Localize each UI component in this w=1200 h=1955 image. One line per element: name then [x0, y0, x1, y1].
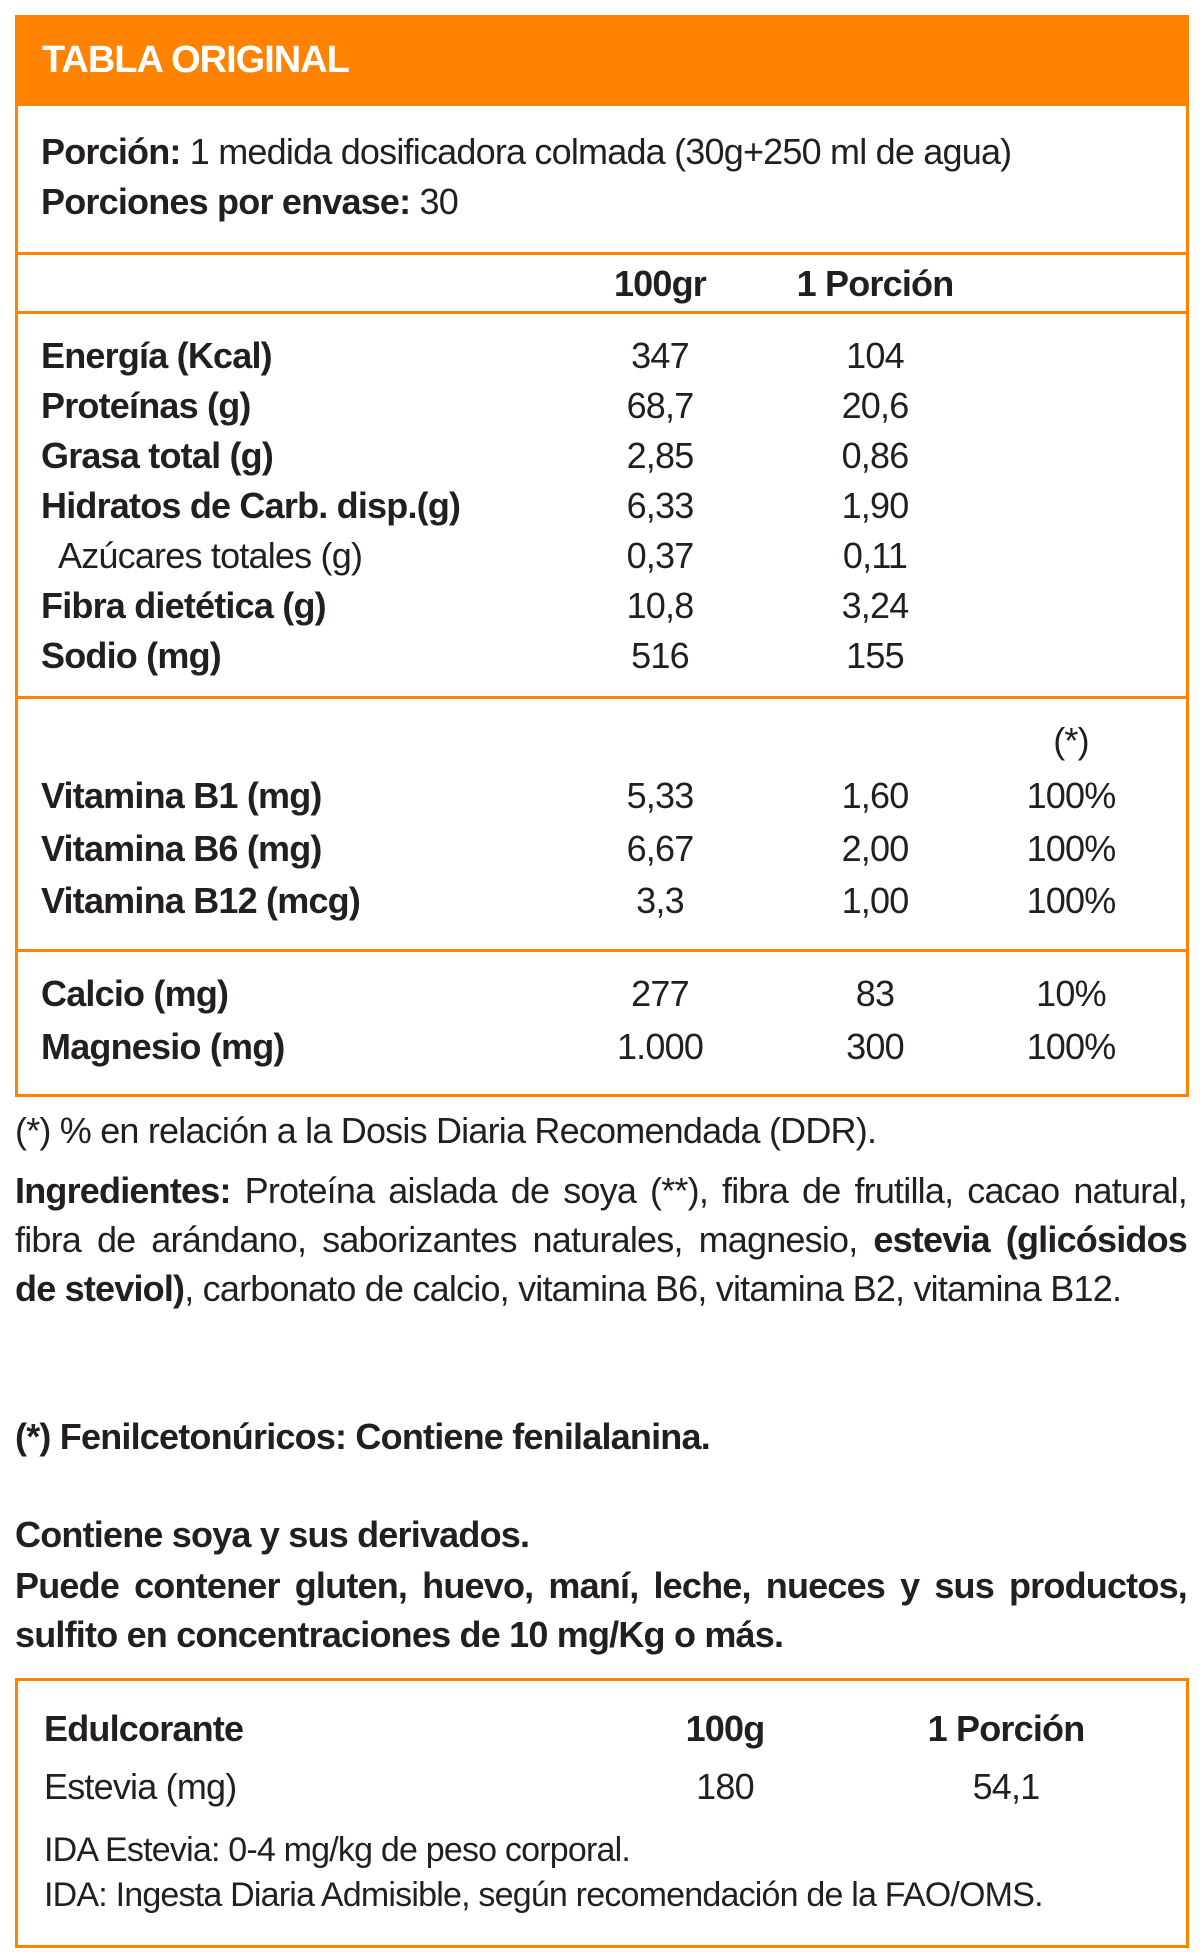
vitamin-portion: 2,00 [841, 827, 910, 869]
ida-definition-note: IDA: Ingesta Diaria Admisible, según rec… [44, 1876, 1044, 1914]
divider [15, 949, 1189, 952]
phenylketonuric-warning: (*) Fenilcetonúricos: Contiene fenilalan… [15, 1416, 711, 1457]
nutrient-label: Energía (Kcal) [41, 335, 273, 376]
mineral-ddr: 100% [1026, 1025, 1117, 1067]
sweetener-col-100g: 100g [685, 1708, 766, 1749]
nutrient-portion: 0,11 [842, 535, 908, 576]
vitamin-portion: 1,00 [841, 880, 910, 921]
ingredients-text-end: , carbonato de calcio, vitamina B6, vita… [184, 1268, 1122, 1309]
vitamin-per100: 3,3 [636, 880, 684, 921]
serving-size: Porción: 1 medida dosificadora colmada (… [41, 127, 1012, 177]
mineral-portion: 83 [855, 973, 895, 1014]
serving-size-value: 1 medida dosificadora colmada (30g+250 m… [180, 131, 1012, 172]
ida-stevia-note: IDA Estevia: 0-4 mg/kg de peso corporal. [44, 1831, 631, 1869]
nutrient-portion: 104 [846, 335, 904, 376]
mineral-portion: 300 [846, 1025, 904, 1067]
nutrient-label: Proteínas (g) [41, 385, 251, 426]
nutrient-per100: 0,37 [626, 535, 695, 576]
mineral-per100: 1.000 [616, 1025, 704, 1067]
mineral-label: Magnesio (mg) [41, 1025, 285, 1067]
nutrient-portion: 1,90 [841, 485, 910, 526]
vitamin-ddr: 100% [1026, 880, 1117, 921]
nutrient-per100: 2,85 [626, 435, 695, 476]
nutrient-portion: 0,86 [841, 435, 910, 476]
ddr-footnote: (*) % en relación a la Dosis Diaria Reco… [15, 1110, 877, 1151]
servings-per-pack-value: 30 [410, 181, 459, 222]
divider [15, 311, 1189, 314]
servings-per-pack-label: Porciones por envase: [41, 181, 411, 222]
column-header-ddr: (*) [1053, 720, 1089, 761]
ingredients-sweetener: estevia (glicósidos de steviol) [15, 1219, 1188, 1309]
vitamin-ddr: 100% [1026, 827, 1117, 869]
stevia-100g: 180 [696, 1766, 754, 1807]
sweetener-col-portion: 1 Porción [927, 1708, 1086, 1749]
ingredients-text: Proteína aislada de soya (**), fibra de … [15, 1170, 1188, 1260]
vitamin-portion: 1,60 [841, 775, 910, 816]
table-title: TABLA ORIGINAL [42, 39, 350, 81]
nutrient-per100: 516 [631, 635, 689, 676]
nutrient-label: Sodio (mg) [41, 635, 222, 676]
column-header-portion: 1 Porción [796, 263, 955, 304]
nutrient-portion: 20,6 [841, 385, 910, 426]
column-header-100gr: 100gr [613, 263, 707, 304]
divider [15, 252, 1189, 255]
sweetener-table [15, 1678, 1189, 1948]
vitamin-label: Vitamina B12 (mcg) [41, 880, 361, 921]
ingredients: Ingredientes: Proteína aislada de soya (… [15, 1166, 1188, 1313]
divider [15, 696, 1189, 699]
allergen-warning: Puede contener gluten, huevo, maní, lech… [15, 1565, 1188, 1655]
nutrient-label: Grasa total (g) [41, 435, 274, 476]
vitamin-label: Vitamina B6 (mg) [41, 827, 322, 869]
nutrient-label: Azúcares totales (g) [58, 535, 363, 576]
vitamin-per100: 5,33 [626, 775, 695, 816]
nutrient-per100: 68,7 [626, 385, 695, 426]
table-header: TABLA ORIGINAL [15, 15, 1189, 106]
nutrient-per100: 347 [631, 335, 689, 376]
nutrient-per100: 6,33 [626, 485, 695, 526]
mineral-ddr: 10% [1036, 973, 1106, 1014]
serving-size-label: Porción: [41, 131, 181, 172]
mineral-label: Calcio (mg) [41, 973, 229, 1014]
vitamin-per100: 6,67 [626, 827, 695, 869]
sweetener-header: Edulcorante [44, 1708, 244, 1749]
soy-warning: Contiene soya y sus derivados. [15, 1514, 530, 1555]
nutrient-portion: 3,24 [841, 585, 910, 626]
mineral-per100: 277 [631, 973, 689, 1014]
nutrient-per100: 10,8 [626, 585, 695, 626]
stevia-label: Estevia (mg) [44, 1766, 237, 1807]
stevia-portion: 54,1 [972, 1766, 1041, 1807]
servings-per-pack: Porciones por envase: 30 [41, 177, 459, 227]
ingredients-label: Ingredientes: [15, 1170, 231, 1211]
nutrient-portion: 155 [846, 635, 904, 676]
vitamin-ddr: 100% [1026, 775, 1117, 816]
nutrient-label: Fibra dietética (g) [41, 585, 327, 626]
nutrient-label: Hidratos de Carb. disp.(g) [41, 485, 461, 526]
vitamin-label: Vitamina B1 (mg) [41, 775, 322, 816]
